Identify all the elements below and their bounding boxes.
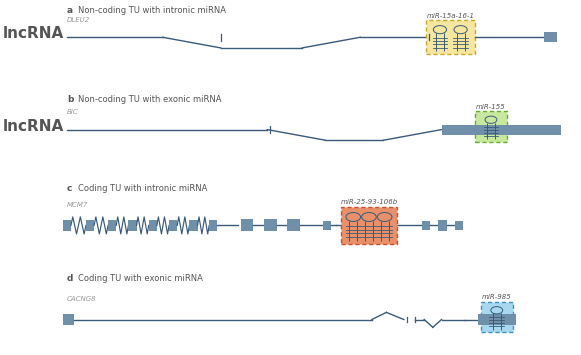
- Bar: [264, 219, 277, 231]
- Bar: [86, 220, 94, 231]
- Text: miR-25-93-106b: miR-25-93-106b: [340, 199, 397, 205]
- Bar: [475, 111, 507, 142]
- Bar: [63, 220, 71, 231]
- Bar: [209, 220, 217, 231]
- Text: miR-15a-16-1: miR-15a-16-1: [426, 13, 474, 18]
- Text: Non-coding TU with intronic miRNA: Non-coding TU with intronic miRNA: [78, 6, 227, 15]
- Bar: [287, 219, 300, 231]
- Bar: [478, 314, 516, 325]
- Bar: [422, 221, 430, 230]
- Text: d: d: [67, 274, 73, 283]
- Bar: [455, 220, 463, 230]
- Bar: [342, 207, 397, 244]
- Text: DLEU2: DLEU2: [67, 17, 90, 23]
- Bar: [544, 32, 557, 42]
- Text: CACNG8: CACNG8: [67, 296, 96, 302]
- Text: Coding TU with exonic miRNA: Coding TU with exonic miRNA: [78, 274, 203, 283]
- Bar: [241, 219, 253, 231]
- Bar: [63, 314, 74, 325]
- Bar: [189, 220, 198, 231]
- Text: Coding TU with intronic miRNA: Coding TU with intronic miRNA: [78, 184, 208, 193]
- Bar: [442, 125, 561, 135]
- Bar: [438, 220, 447, 230]
- Bar: [128, 220, 137, 231]
- Text: BIC: BIC: [67, 109, 78, 115]
- Bar: [169, 220, 177, 231]
- Text: miR-155: miR-155: [476, 104, 506, 110]
- Text: b: b: [67, 95, 73, 104]
- Text: miR-985: miR-985: [482, 294, 512, 300]
- Text: lncRNA: lncRNA: [3, 26, 64, 41]
- Text: Non-coding TU with exonic miRNA: Non-coding TU with exonic miRNA: [78, 95, 222, 104]
- Text: a: a: [67, 6, 73, 15]
- Bar: [149, 220, 157, 231]
- Text: lncRNA: lncRNA: [3, 119, 64, 133]
- Text: c: c: [67, 184, 72, 193]
- Bar: [481, 302, 513, 332]
- Bar: [425, 20, 475, 54]
- Text: MCM7: MCM7: [67, 202, 88, 208]
- Bar: [108, 220, 116, 231]
- Bar: [323, 220, 331, 230]
